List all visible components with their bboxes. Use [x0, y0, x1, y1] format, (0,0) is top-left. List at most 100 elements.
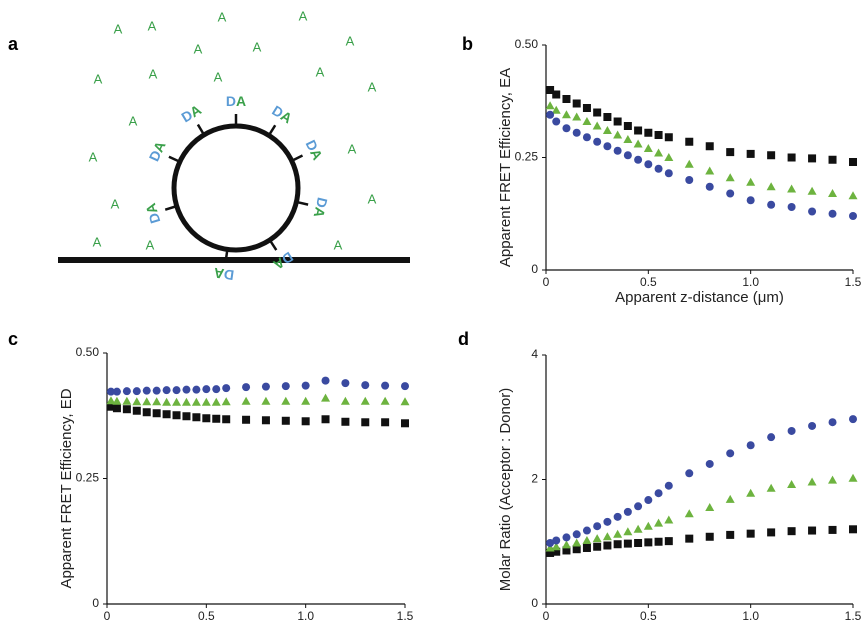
point [582, 543, 591, 552]
point [603, 142, 612, 151]
point [685, 469, 694, 478]
point [281, 396, 291, 405]
donor-acceptor-pair: DA [303, 137, 326, 162]
point [172, 411, 181, 420]
point [808, 421, 817, 430]
point [664, 481, 673, 490]
point [849, 158, 857, 166]
linker [196, 123, 206, 136]
point [602, 126, 612, 134]
donor-acceptor-pair: DA [213, 265, 235, 284]
point [182, 385, 191, 394]
point [222, 384, 231, 393]
y-axis-title: Apparent FRET Efficiency, ED [58, 388, 75, 588]
point [634, 155, 643, 164]
free-acceptor: A [111, 196, 120, 211]
point [643, 144, 653, 152]
point [828, 418, 837, 427]
point [202, 385, 211, 394]
free-acceptor: A [299, 8, 308, 23]
point [401, 382, 409, 391]
point [222, 415, 231, 424]
point [634, 126, 643, 135]
panel-label: b [462, 34, 473, 54]
point [808, 154, 817, 163]
point [685, 176, 694, 184]
point [746, 196, 755, 205]
point [644, 538, 653, 547]
point [192, 413, 201, 422]
linker [268, 239, 278, 251]
point [654, 489, 663, 498]
point [112, 404, 121, 413]
point [766, 182, 776, 191]
point [212, 414, 221, 423]
point [561, 540, 571, 549]
point [112, 387, 121, 396]
point [767, 151, 776, 160]
free-acceptor: A [346, 33, 355, 48]
point [582, 117, 592, 125]
point [766, 483, 776, 492]
point [654, 164, 663, 173]
point [281, 416, 290, 425]
point [613, 146, 622, 155]
point [705, 459, 714, 468]
point [191, 397, 201, 406]
point [705, 142, 714, 151]
free-acceptor: A [218, 9, 227, 24]
point [381, 381, 390, 390]
point [848, 473, 858, 482]
point [546, 86, 555, 94]
point [545, 101, 555, 110]
point [241, 396, 251, 405]
y-tick-label: 0 [531, 262, 538, 276]
point [361, 418, 370, 427]
linker [296, 200, 309, 206]
point [593, 108, 602, 117]
free-acceptor: A [94, 71, 103, 86]
point [623, 135, 633, 143]
point [562, 546, 571, 555]
y-tick-label: 0 [531, 596, 538, 610]
x-tick-label: 1.5 [397, 609, 414, 621]
panel-label: c [8, 329, 18, 349]
point [106, 387, 115, 396]
free-acceptor: A [149, 66, 158, 81]
point [572, 99, 581, 108]
point [572, 128, 581, 137]
point [746, 177, 756, 186]
point [106, 402, 115, 411]
linker [164, 204, 178, 211]
point [644, 496, 653, 505]
point [613, 512, 622, 521]
y-axis-title: Molar Ratio (Acceptor : Donor) [497, 388, 514, 591]
point [602, 532, 612, 541]
point [301, 381, 310, 390]
donor-acceptor-pair: DA [311, 196, 331, 219]
point [787, 203, 796, 211]
x-axis-title: Apparent z-distance (μm) [615, 289, 784, 306]
linker [224, 249, 229, 262]
x-tick-label: 0 [543, 275, 550, 289]
donor-acceptor-pair: DA [145, 139, 168, 164]
point [828, 475, 838, 484]
y-tick-label: 4 [531, 347, 538, 361]
linker [267, 124, 277, 137]
free-acceptor: A [253, 39, 262, 54]
point [172, 397, 182, 406]
point [664, 133, 673, 142]
point [725, 173, 735, 182]
point [593, 137, 602, 146]
point [221, 397, 231, 406]
point [705, 166, 715, 175]
point [787, 184, 797, 193]
point [849, 525, 857, 534]
point [623, 527, 633, 536]
point [746, 529, 755, 538]
point [807, 186, 817, 195]
point [623, 122, 632, 130]
point [654, 148, 664, 157]
y-axis-title: Apparent FRET Efficiency, EA [497, 68, 514, 267]
